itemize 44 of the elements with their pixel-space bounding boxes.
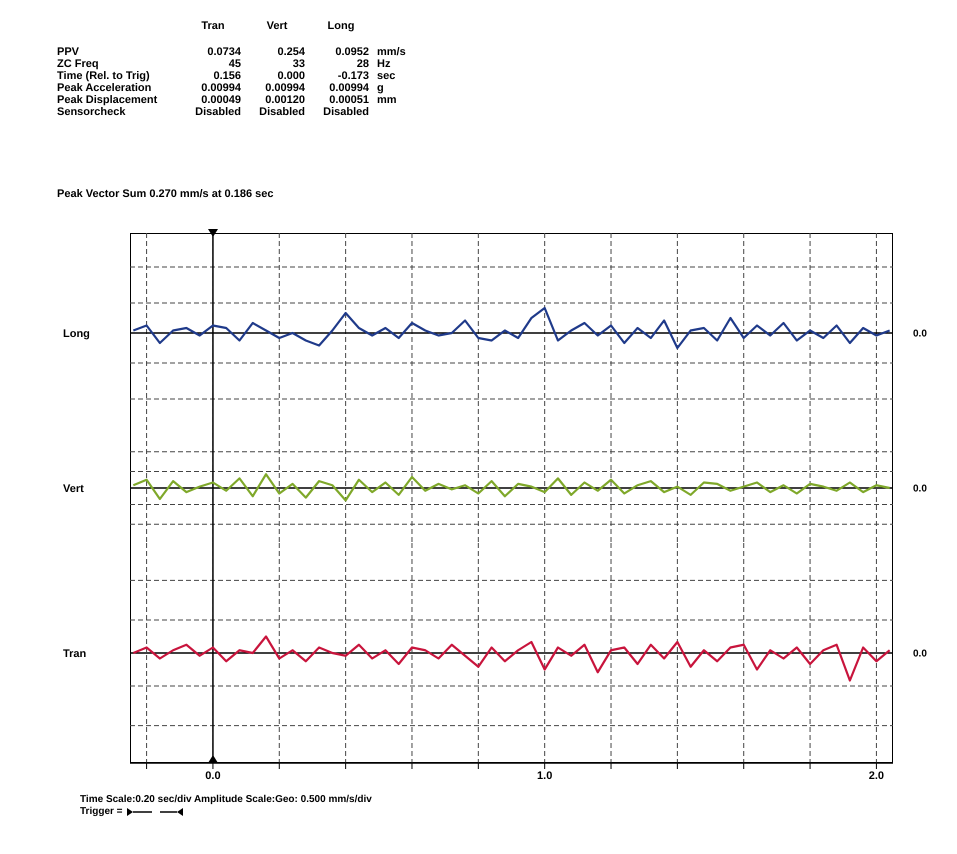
text: ZC Freq bbox=[56, 58, 100, 70]
text: mm bbox=[376, 94, 398, 106]
text: PPV bbox=[56, 46, 80, 58]
y-axis-title: Vert bbox=[63, 482, 84, 495]
text: Peak Acceleration bbox=[56, 82, 152, 94]
x-tick-label: 2.0 bbox=[868, 770, 884, 782]
text: 0.156 bbox=[212, 70, 242, 82]
text: Peak Vector Sum 0.270 mm/s at 0.186 sec bbox=[57, 188, 274, 200]
text: 0.0952 bbox=[334, 46, 370, 58]
text: 0.00120 bbox=[264, 94, 306, 106]
text: g bbox=[376, 82, 385, 94]
text: Long bbox=[326, 20, 356, 34]
text: Hz bbox=[376, 58, 392, 70]
text: 0.00994 bbox=[328, 82, 370, 94]
text: 28 bbox=[356, 58, 370, 70]
text: Time Scale:0.20 sec/div Amplitude Scale:Geo: 0.500 mm/s/div bbox=[80, 794, 372, 806]
x-tick-label: 1.0 bbox=[537, 770, 552, 782]
text: sec bbox=[376, 70, 396, 82]
text: 0.00051 bbox=[328, 94, 370, 106]
text: Vert bbox=[266, 20, 288, 34]
ref-line-label: 0.0 bbox=[913, 484, 928, 495]
text: 0.00049 bbox=[200, 94, 242, 106]
text: Sensorcheck bbox=[56, 106, 126, 118]
text: Time (Rel. to Trig) bbox=[56, 70, 151, 82]
text: mm/s bbox=[376, 46, 407, 58]
text: 0.0734 bbox=[206, 46, 242, 58]
text: 33 bbox=[292, 58, 306, 70]
y-axis-title: Tran bbox=[63, 648, 87, 660]
text: Disabled bbox=[194, 106, 242, 118]
text: Disabled bbox=[258, 106, 306, 118]
text: 0.00994 bbox=[264, 82, 306, 94]
y-axis-title: Long bbox=[63, 328, 90, 340]
ref-line-label: 0.0 bbox=[913, 648, 928, 660]
text: Peak Displacement bbox=[56, 94, 158, 106]
text: 0.254 bbox=[276, 46, 306, 58]
text: Tran bbox=[200, 20, 226, 34]
text: -0.173 bbox=[336, 70, 370, 82]
text: 45 bbox=[228, 58, 242, 70]
x-tick-label: 0.0 bbox=[205, 770, 221, 782]
text: 0.000 bbox=[276, 70, 306, 82]
text: 0.00994 bbox=[200, 82, 242, 94]
text: Trigger = bbox=[80, 806, 123, 818]
text: Disabled bbox=[322, 106, 370, 118]
ref-line-label: 0.0 bbox=[913, 328, 928, 340]
